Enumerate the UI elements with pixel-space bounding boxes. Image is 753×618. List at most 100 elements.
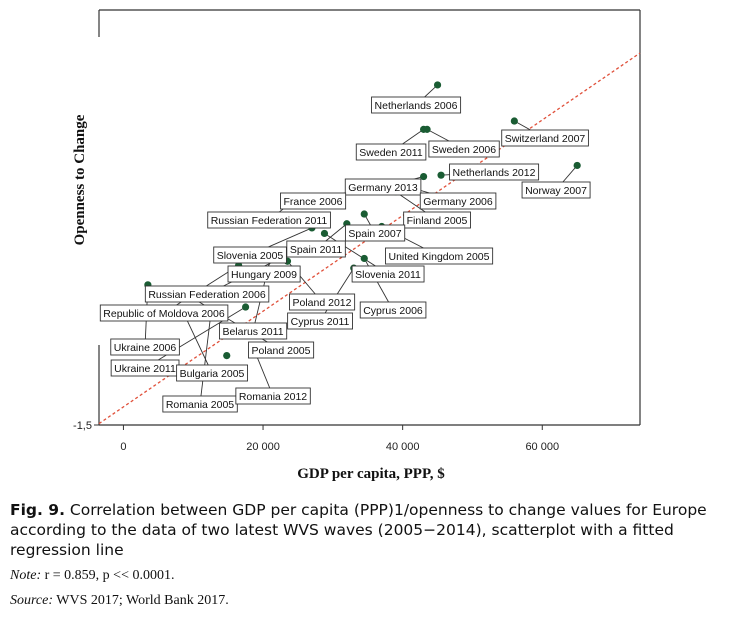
point-label-text: Belarus 2011 <box>222 326 283 338</box>
point-label-box <box>110 338 180 356</box>
point-label: Netherlands 2006 <box>371 96 462 114</box>
data-point <box>360 254 368 263</box>
point-label: Bulgaria 2005 <box>176 364 249 382</box>
point-label-box <box>449 163 540 181</box>
point-label-text: Germany 2013 <box>348 182 418 194</box>
data-point <box>320 229 329 238</box>
point-label-box <box>385 247 494 265</box>
point-label-text: Cyprus 2006 <box>363 305 423 317</box>
source-text: WVS 2017; World Bank 2017. <box>56 593 229 608</box>
data-point <box>573 161 581 170</box>
point-label-text: Russian Federation 2006 <box>148 289 265 301</box>
point-label-box <box>419 192 497 210</box>
data-point <box>360 210 368 218</box>
point-label: Netherlands 2012 <box>449 163 540 181</box>
point-label-text: Poland 2012 <box>293 297 352 309</box>
point-label-box <box>176 364 249 382</box>
point-label: Cyprus 2011 <box>287 312 353 330</box>
point-label-box <box>227 265 301 283</box>
point-label-text: Slovenia 2005 <box>217 250 284 262</box>
x-tick-label: 20 000 <box>246 441 280 453</box>
point-label-box <box>287 312 353 330</box>
point-label: Spain 2011 <box>286 240 346 258</box>
point-label: Ukraine 2011 <box>110 359 180 377</box>
point-label: Ukraine 2006 <box>110 338 180 356</box>
point-label-text: Sweden 2011 <box>359 147 423 159</box>
data-point <box>223 352 231 360</box>
y-axis-title: Openness to Change <box>72 114 88 245</box>
point-label-box <box>248 341 315 359</box>
point-label-text: Spain 2007 <box>348 228 401 240</box>
point-label: Germany 2013 <box>344 178 422 196</box>
point-label-box <box>213 246 287 264</box>
point-label-text: Norway 2007 <box>525 185 587 197</box>
point-label-text: United Kingdom 2005 <box>389 251 490 263</box>
point-label-text: Slovenia 2011 <box>355 269 421 281</box>
point-label-box <box>351 265 425 283</box>
figure-caption-text: Correlation between GDP per capita (PPP)… <box>10 501 707 559</box>
point-label: Germany 2006 <box>419 192 497 210</box>
point-label-box <box>428 140 500 158</box>
point-label-text: Hungary 2009 <box>231 269 297 281</box>
data-point <box>241 303 250 311</box>
point-label-text: Finland 2005 <box>407 215 468 227</box>
point-label-text: Sweden 2006 <box>432 144 496 156</box>
point-label-text: Switzerland 2007 <box>505 133 586 145</box>
point-label-text: Romania 2012 <box>239 391 307 403</box>
x-tick-label: 60 000 <box>525 441 559 453</box>
point-label-text: Netherlands 2006 <box>375 100 458 112</box>
data-point <box>437 171 445 179</box>
point-labels-layer: Netherlands 2006 Switzerland 2007 Sweden 2… <box>99 96 591 413</box>
point-label-box <box>355 143 427 161</box>
point-label-text: Poland 2005 <box>252 345 311 357</box>
point-label: France 2006 <box>280 192 347 210</box>
x-tick-label: 40 000 <box>386 441 420 453</box>
regression-line-layer <box>98 52 641 425</box>
point-label-box <box>289 293 356 311</box>
note-line: Note: r = 0.859, p << 0.0001. <box>10 568 174 584</box>
source-line: Source: WVS 2017; World Bank 2017. <box>10 593 229 609</box>
point-label-text: Bulgaria 2005 <box>180 368 245 380</box>
point-label-text: Netherlands 2012 <box>453 167 536 179</box>
y-tick-label: -1,5 <box>73 420 92 432</box>
point-label: Russian Federation 2011 <box>207 211 331 229</box>
point-label-box <box>280 192 347 210</box>
point-label-box <box>344 224 406 242</box>
point-label-box <box>344 178 422 196</box>
point-label-text: Germany 2006 <box>423 196 493 208</box>
note-label: Note: <box>10 568 42 583</box>
point-label: Switzerland 2007 <box>501 129 589 147</box>
point-label-box <box>144 285 270 303</box>
point-label-box <box>359 301 427 319</box>
point-label: Belarus 2011 <box>218 322 288 340</box>
point-label: Russian Federation 2006 <box>144 285 270 303</box>
point-label-box <box>207 211 331 229</box>
point-label: Hungary 2009 <box>227 265 301 283</box>
label-leader-line <box>199 315 212 405</box>
data-point <box>423 125 431 133</box>
point-label-text: Russian Federation 2011 <box>211 215 328 227</box>
point-label-text: Ukraine 2006 <box>114 342 177 354</box>
point-label-text: Spain 2011 <box>290 244 343 256</box>
x-tick-label: 0 <box>120 441 126 453</box>
source-label: Source: <box>10 593 54 608</box>
point-label-text: Romania 2005 <box>166 399 234 411</box>
point-label: Poland 2005 <box>248 341 315 359</box>
point-label: Spain 2007 <box>344 224 406 242</box>
point-label: Republic of Moldova 2006 <box>99 304 229 322</box>
figure-caption: Fig. 9. Correlation between GDP per capi… <box>10 500 715 560</box>
point-label: Sweden 2011 <box>355 143 427 161</box>
point-label: Sweden 2006 <box>428 140 500 158</box>
point-label: Cyprus 2006 <box>359 301 427 319</box>
point-label-text: France 2006 <box>284 196 343 208</box>
point-label: Romania 2005 <box>162 395 238 413</box>
point-label: Slovenia 2005 <box>213 246 287 264</box>
point-label-text: Ukraine 2011 <box>114 363 176 375</box>
regression-line <box>98 52 641 425</box>
point-label-box <box>501 129 589 147</box>
point-label-box <box>371 96 462 114</box>
point-label-box <box>218 322 288 340</box>
x-axis-title: GDP per capita, PPP, $ <box>297 466 445 482</box>
note-text: r = 0.859, p << 0.0001. <box>44 568 175 583</box>
data-point <box>510 117 518 125</box>
